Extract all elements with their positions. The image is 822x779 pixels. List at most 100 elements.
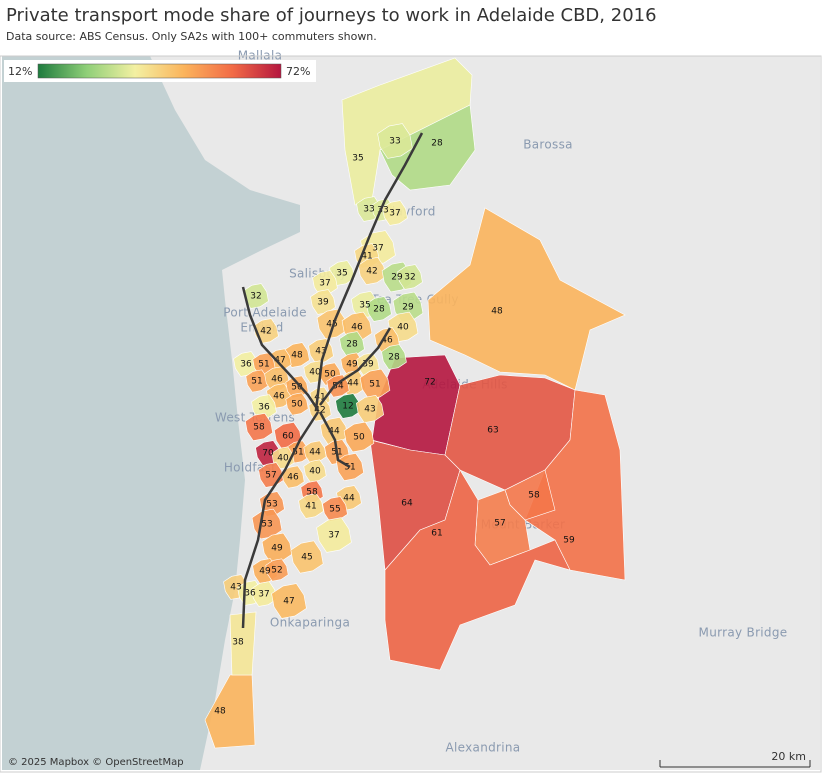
region-label: 46: [351, 323, 363, 333]
region-label: 12: [342, 402, 353, 412]
region-label: 35: [359, 301, 370, 311]
region-label: 50: [353, 433, 365, 443]
region: [285, 392, 309, 416]
region-label: 41: [305, 502, 316, 512]
region-label: 39: [362, 360, 374, 370]
region-label: 42: [314, 406, 325, 416]
region-label: 36: [244, 589, 256, 599]
region-label: 48: [491, 307, 503, 317]
region: [384, 469, 571, 671]
region-label: 33: [363, 205, 374, 215]
region-label: 33: [377, 206, 388, 216]
region: [316, 308, 348, 340]
place-label: Onkaparinga: [270, 616, 350, 630]
region-label: 51: [344, 463, 355, 473]
region-label: 57: [494, 519, 505, 529]
region-label: 46: [287, 473, 299, 483]
region-label: 28: [346, 340, 358, 350]
region-label: 50: [291, 383, 303, 393]
region-label: 49: [271, 544, 283, 554]
region-label: 53: [261, 520, 272, 530]
region-label: 51: [292, 448, 303, 458]
legend-bar: [37, 63, 282, 79]
region-label: 63: [487, 426, 498, 436]
region: [298, 493, 324, 519]
region-label: 47: [283, 597, 294, 607]
region: [366, 296, 392, 322]
region-label: 70: [262, 449, 274, 459]
region: [397, 264, 423, 290]
region-label: 72: [424, 378, 435, 388]
region-label: 37: [389, 209, 400, 219]
region-label: 49: [259, 567, 271, 577]
region: [381, 344, 407, 370]
region-label: 29: [402, 303, 414, 313]
region-label: 61: [431, 529, 442, 539]
region-label: 40: [277, 454, 289, 464]
region-label: 42: [260, 327, 271, 337]
place-label: Alexandrina: [446, 741, 521, 755]
region-label: 28: [431, 139, 443, 149]
region-label: 41: [314, 393, 325, 403]
region-label: 40: [397, 323, 409, 333]
region-label: 32: [404, 273, 415, 283]
region-label: 37: [372, 244, 383, 254]
region-label: 55: [329, 505, 340, 515]
region-label: 43: [364, 405, 375, 415]
region-label: 53: [266, 500, 277, 510]
region-label: 64: [401, 499, 413, 509]
region-label: 47: [274, 356, 285, 366]
region-label: 46: [273, 392, 285, 402]
region: [335, 393, 361, 419]
region: [244, 412, 274, 442]
region-label: 43: [230, 583, 241, 593]
region-label: 54: [332, 382, 344, 392]
region-label: 50: [291, 400, 303, 410]
region-label: 35: [352, 154, 363, 164]
region-label: 51: [251, 377, 262, 387]
region-label: 40: [309, 368, 321, 378]
region-label: 28: [388, 353, 400, 363]
region-label: 38: [232, 638, 244, 648]
region-label: 46: [381, 336, 393, 346]
region-shapes: [204, 57, 626, 749]
region-label: 43: [315, 347, 326, 357]
region: [355, 394, 385, 424]
attribution: © 2025 Mapbox © OpenStreetMap: [8, 757, 184, 768]
title: Private transport mode share of journeys…: [6, 5, 657, 26]
region-label: 50: [324, 370, 336, 380]
region-label: 48: [291, 351, 303, 361]
region: [251, 581, 277, 607]
region-label: 42: [366, 267, 377, 277]
region-label: 49: [346, 360, 358, 370]
region: [281, 465, 305, 489]
region-label: 48: [214, 707, 226, 717]
region-label: 45: [301, 553, 312, 563]
region: [265, 558, 289, 582]
region-label: 60: [282, 432, 294, 442]
region-label: 58: [306, 488, 318, 498]
region-label: 40: [309, 467, 321, 477]
region: [290, 540, 324, 574]
region-label: 32: [250, 292, 261, 302]
region: [229, 611, 257, 676]
region: [343, 421, 375, 453]
region-label: 41: [361, 252, 372, 262]
region-label: 52: [271, 566, 282, 576]
region-label: 44: [347, 379, 359, 389]
region-label: 36: [258, 403, 270, 413]
subtitle: Data source: ABS Census. Only SA2s with …: [6, 30, 377, 43]
place-label: Barossa: [523, 138, 573, 152]
legend-min: 12%: [8, 65, 32, 78]
map-frame: [0, 55, 822, 773]
region-label: 58: [528, 491, 540, 501]
place-label: Murray Bridge: [699, 626, 788, 640]
region-label: 51: [258, 360, 269, 370]
region: [316, 517, 352, 553]
region-label: 46: [271, 375, 283, 385]
region-label: 29: [391, 273, 403, 283]
rail-lines: [241, 132, 424, 629]
legend-max: 72%: [286, 65, 310, 78]
